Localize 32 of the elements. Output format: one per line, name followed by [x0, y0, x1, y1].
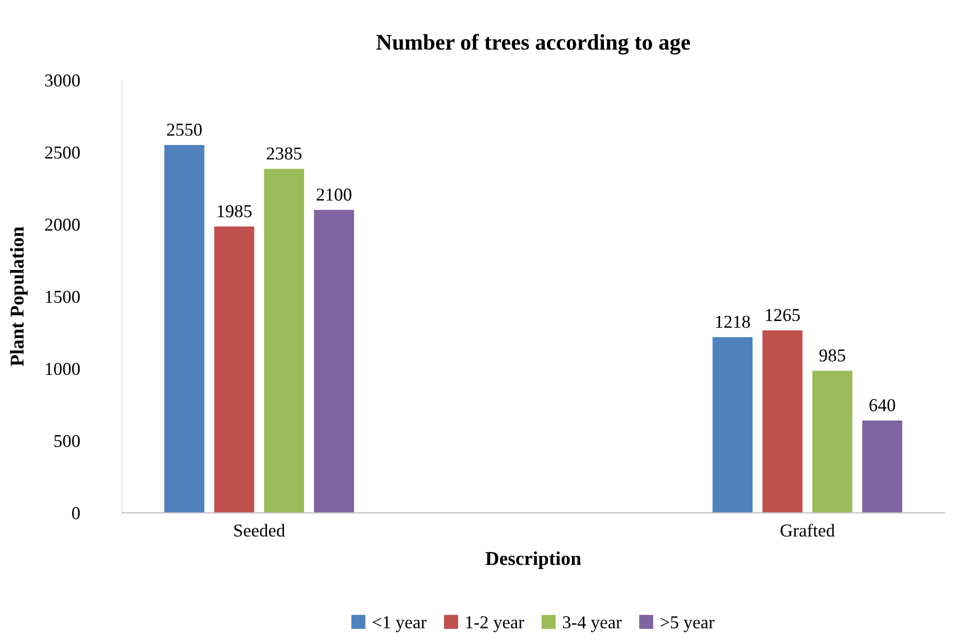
legend-label: 1-2 year: [466, 616, 524, 632]
legend-label: >5 year: [660, 616, 714, 632]
bar: [762, 330, 802, 513]
x-axis-title: Description: [486, 551, 582, 570]
y-tick-label: 2500: [45, 146, 80, 159]
bar: [862, 420, 902, 513]
bar: [164, 145, 204, 513]
legend-label: 3-4 year: [563, 616, 622, 632]
legend-label: <1 year: [372, 616, 427, 632]
data-label: 2550: [167, 124, 202, 136]
y-tick-label: 1000: [46, 362, 80, 376]
x-tick-label: Grafted: [780, 524, 835, 537]
y-tick-label: 500: [54, 434, 80, 448]
y-axis-title: Plant Population: [10, 226, 28, 366]
y-tick-label: 1500: [46, 290, 80, 303]
data-label: 2385: [266, 147, 302, 160]
x-tick-label: Seeded: [234, 524, 286, 537]
data-label: 985: [819, 349, 846, 362]
bar: [214, 226, 254, 513]
bar: [812, 370, 852, 513]
data-label: 1218: [716, 316, 750, 328]
bar: [314, 210, 354, 513]
data-label: 1265: [766, 309, 800, 322]
y-tick-label: 3000: [45, 74, 80, 87]
bar: [712, 337, 753, 513]
data-label: 2100: [316, 188, 352, 201]
chart-title: Number of trees according to age: [376, 34, 690, 54]
data-label: 640: [869, 399, 896, 412]
y-tick-label: 2000: [45, 218, 80, 231]
bar: [264, 168, 304, 513]
y-tick-label: 0: [72, 507, 80, 520]
data-label: 1985: [218, 205, 252, 218]
